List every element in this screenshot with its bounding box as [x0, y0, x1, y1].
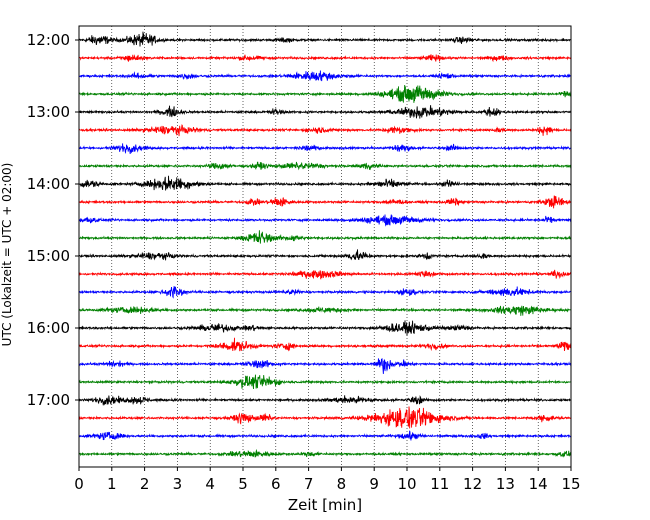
trace-1400: [78, 175, 572, 191]
seismogram-traces: [78, 31, 572, 458]
trace-1615: [78, 337, 572, 352]
trace-1730: [78, 430, 572, 441]
trace-1215: [78, 54, 572, 63]
y-axis: 12:00 13:00 14:00 15:00 16:00 17:00: [27, 31, 79, 409]
x-tick-label: 5: [238, 475, 248, 493]
trace-1600: [78, 320, 572, 336]
y-tick-label: 17:00: [27, 391, 70, 409]
x-tick-label: 9: [369, 475, 379, 493]
y-tick-label: 12:00: [27, 31, 70, 49]
x-tick-label: 7: [304, 475, 314, 493]
trace-1500: [78, 249, 572, 261]
y-tick-label: 14:00: [27, 175, 70, 193]
x-tick-label: 1: [107, 475, 117, 493]
x-tick-label: 8: [337, 475, 347, 493]
plot-frame: [78, 25, 572, 468]
trace-1745: [78, 448, 572, 458]
x-tick-label: 4: [205, 475, 215, 493]
trace-1200: [78, 31, 572, 47]
trace-1530: [78, 286, 572, 299]
trace-1415: [78, 195, 572, 209]
trace-1430: [78, 214, 572, 227]
x-axis-label: Zeit [min]: [288, 496, 362, 514]
x-tick-label: 3: [173, 475, 183, 493]
x-tick-label: 0: [74, 475, 84, 493]
x-axis: 0 1 2 3 4 5 6 7 8 9 10 11 12 13 14 15: [74, 467, 581, 493]
trace-1715: [78, 406, 572, 429]
trace-1700: [78, 395, 572, 406]
trace-1300: [78, 105, 572, 119]
trace-1230: [78, 70, 572, 82]
y-axis-label: UTC (Lokalzeit = UTC + 02:00): [0, 163, 14, 347]
x-tick-label: 11: [430, 475, 449, 493]
x-tick-label: 10: [397, 475, 416, 493]
trace-1630: [78, 357, 572, 374]
trace-1645: [78, 374, 572, 389]
x-tick-label: 13: [496, 475, 515, 493]
trace-1315: [78, 124, 572, 137]
x-tick-label: 6: [271, 475, 281, 493]
trace-1345: [78, 161, 572, 171]
y-tick-label: 16:00: [27, 319, 70, 337]
trace-1515: [78, 269, 572, 280]
y-tick-label: 15:00: [27, 247, 70, 265]
x-tick-label: 12: [463, 475, 482, 493]
x-tick-label: 15: [561, 475, 580, 493]
y-tick-label: 13:00: [27, 103, 70, 121]
trace-1330: [78, 143, 572, 155]
x-tick-label: 2: [140, 475, 150, 493]
trace-1245: [78, 84, 572, 103]
x-tick-label: 14: [529, 475, 548, 493]
trace-1545: [78, 305, 572, 316]
trace-1445: [78, 230, 572, 244]
